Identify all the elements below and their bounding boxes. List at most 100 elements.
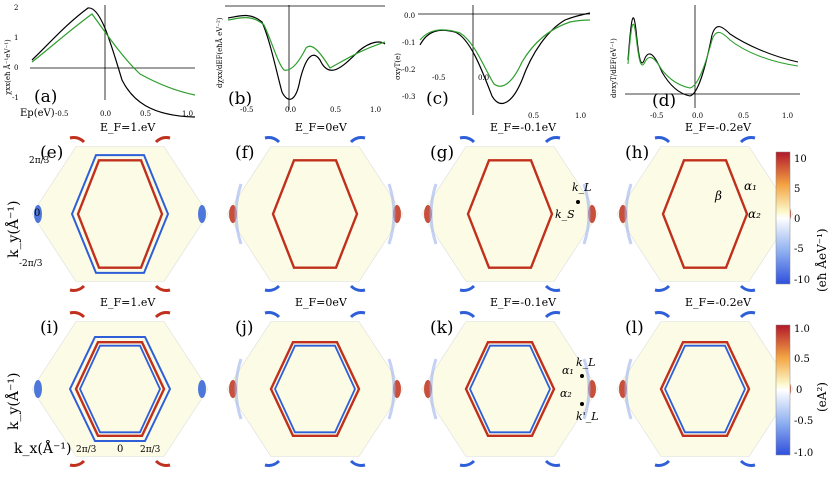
corner-feature [739,284,756,292]
tick-label: 1.0 [182,110,193,118]
fermi-surface-inner [79,344,161,434]
panel-label: (d) [652,91,676,111]
panel-label: (j) [235,318,254,338]
bz-panel: E_F=-0.1eV (g) [421,121,599,292]
annotation-dot [580,374,584,378]
brillouin-zone [616,321,794,457]
spread-feature [582,358,591,420]
bz-panel: E_F=-0.1eV (k) [421,296,599,467]
fermi-surface-outer [271,159,359,269]
panel-title: E_F=-0.2eV [685,296,752,309]
tick-label: 0.5 [140,110,151,118]
bottom-row: E_F=1.eV(i)E_F=0eV(j)E_F=-0.1eV(k)E_F=-0… [31,296,794,467]
colorbar-tick: 0.5 [794,354,810,365]
tick-label: 2π/3 [76,445,97,455]
colorbar-tick: 5 [794,184,800,195]
colorbar-tick: 10 [794,154,807,165]
annotation-alpha1-bot: α₁ [562,364,574,377]
panel-d: dσxyT/dEF(eV⁻¹) (d) -0.5 0.0 0.5 1.0 [610,5,800,120]
axis-label: dχxx/dEF(eħÅ eV⁻²) [215,17,224,88]
colorbar-tick: 0 [796,385,802,396]
brillouin-zone [31,146,209,282]
fermi-surface-outer [659,341,751,437]
fermi-surface-inner [68,336,172,442]
corner-feature [654,284,671,292]
panel-c: 0.0 -0.1 -0.2 -0.3 σxyT(e) (c) -0.5 0.0 … [394,5,591,120]
bz-panel: E_F=-0.2eV (l) [616,296,794,467]
bz-panel: E_F=1.eV (i) [31,296,209,467]
tick-label: 2π/3 [140,445,161,455]
fermi-surface-outer [661,159,749,269]
panel-label: (h) [625,143,649,163]
annotation-kL-bot: k_L [576,356,595,369]
bottom-x-axis-label: k_x(Å⁻¹) [14,439,71,457]
corner-feature [654,311,671,319]
tick-label: 0.5 [330,106,341,114]
tick-label: 0.0 [692,112,703,120]
spread-feature [387,358,396,420]
fermi-surface-inner [70,154,170,274]
corner-feature [264,311,281,319]
corner-feature [264,459,281,467]
fermi-surface-inner [664,344,746,434]
axis-label: Ep(eV) [20,108,55,119]
colorbar-tick: -10 [794,275,810,286]
tick-label: 0.0 [285,106,296,114]
mid-row: E_F=1.eV(e)E_F=0eV(f)E_F=-0.1eV(g)E_F=-0… [31,121,794,292]
panel-label: (i) [40,318,59,338]
colorbar-label: (eA²) [815,382,829,412]
brillouin-zone [31,321,209,457]
tick-label: -0.5 [240,106,254,114]
panel-title: E_F=1.eV [100,296,156,309]
panel-title: E_F=-0.2eV [685,121,752,134]
corner-feature [459,459,476,467]
axis-label: χxx(eħ Å⁻¹eV⁻¹) [3,39,12,95]
panel-label: (l) [625,318,644,338]
panel-label: (f) [235,143,255,163]
corner-feature [654,136,671,144]
brillouin-zone [421,146,599,282]
corner-feature [544,311,561,319]
fermi-surface-outer [464,341,556,437]
brillouin-zone [226,321,404,457]
bz-panel: E_F=1.eV (e) [31,121,209,292]
fermi-surface-outer [74,341,166,437]
bz-panel: E_F=-0.2eV (h) [616,121,794,292]
fermi-surface-outer [466,159,554,269]
valley-feature [34,380,42,398]
panel-b-black-curve [227,14,386,100]
panel-title: E_F=0eV [295,296,348,309]
tick-label: 2π/3 [29,156,50,166]
annotation-alpha2-bot: α₂ [560,387,572,400]
corner-feature [69,284,86,292]
corner-feature [349,284,366,292]
corner-feature [739,459,756,467]
panel-label: (b) [228,89,252,109]
colorbar-tick: -0.5 [794,416,813,427]
panel-c-green-curve [419,19,591,87]
spread-feature [429,358,438,420]
corner-feature [154,136,171,144]
corner-feature [264,136,281,144]
annotation-alpha1: α₁ [744,179,757,193]
panel-title: E_F=0eV [295,121,348,134]
spread-feature [387,183,396,245]
panel-title: E_F=-0.1eV [490,296,557,309]
tick-label: -0.5 [55,110,69,118]
valley-feature [34,205,42,223]
tick-label: 1.0 [575,112,586,120]
tick-label: 0.5 [528,112,539,120]
tick-label: -0.2 [402,66,416,74]
panel-d-green-curve [627,23,799,89]
panel-a-black-curve [31,7,196,118]
panel-b: dχxx/dEF(eħÅ eV⁻²) (b) -0.5 0.0 0.5 1.0 [215,5,386,114]
corner-feature [459,311,476,319]
colorbar-tick: 0 [794,214,800,225]
tick-label: -2π/3 [19,259,43,269]
corner-feature [349,311,366,319]
tick-label: 1.0 [370,106,381,114]
tick-label: 0 [117,444,123,455]
fermi-surface-outer [269,341,361,437]
corner-feature [69,459,86,467]
corner-feature [69,136,86,144]
